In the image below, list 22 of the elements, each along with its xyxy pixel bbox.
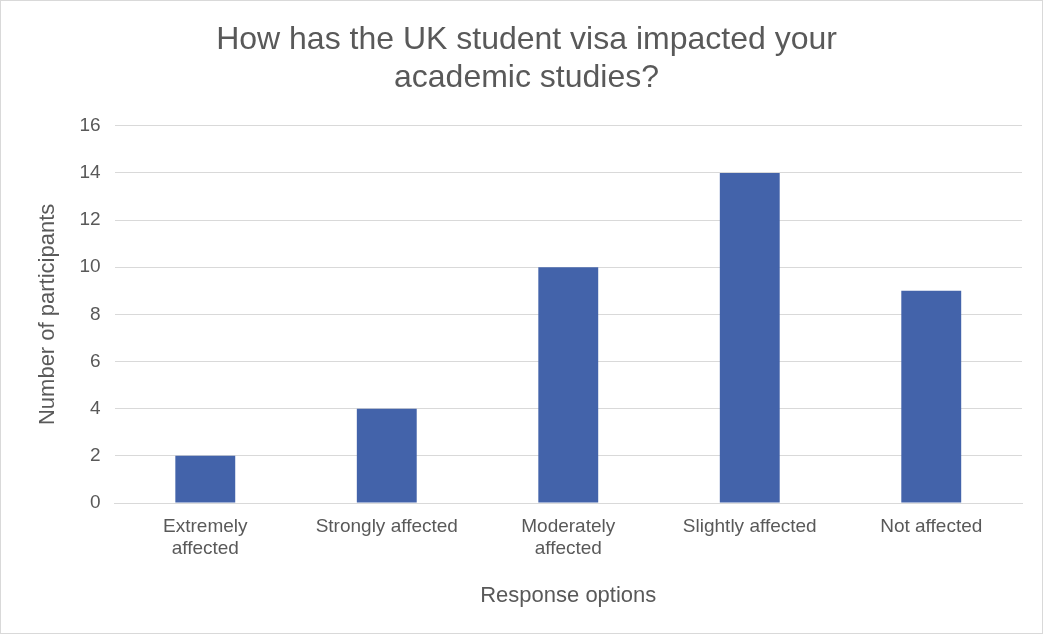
y-tick-label: 4 [89,396,101,418]
bar [901,290,962,503]
x-tick-label: Strongly affected [315,514,458,536]
y-tick-label: 12 [79,208,101,230]
x-axis-title: Response options [480,581,657,607]
bar [356,408,417,503]
y-tick-label: 10 [79,255,101,277]
y-tick-label: 2 [89,444,101,466]
x-tick-label: Slightly affected [682,514,817,536]
bar [538,267,599,503]
y-tick-label: 16 [79,114,101,136]
x-tick-label: Extremely affected [163,514,249,559]
x-tick-label: Moderately affected [521,514,616,559]
bar [719,172,780,503]
y-tick-label: 0 [89,491,101,513]
chart-title: How has the UK student visa impacted your academic studies? [216,20,838,95]
y-tick-label: 6 [89,349,101,371]
bar [175,455,236,503]
y-axis-title: Number of participants [34,203,60,426]
y-tick-label: 14 [79,161,101,183]
x-tick-label: Not affected [880,514,983,536]
y-tick-label: 8 [89,302,101,324]
